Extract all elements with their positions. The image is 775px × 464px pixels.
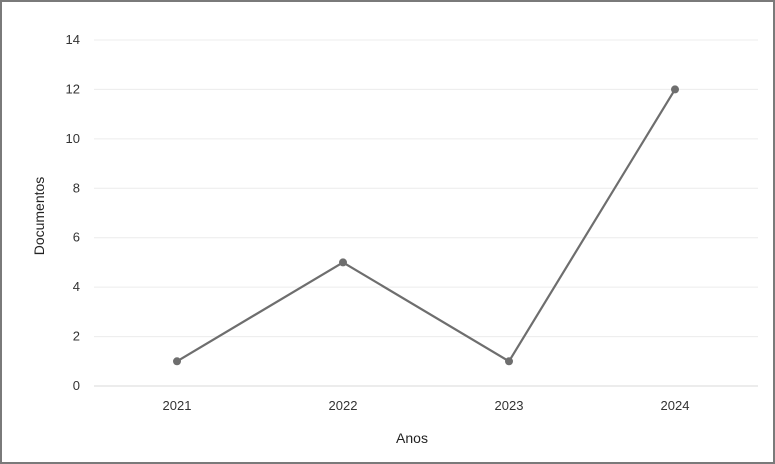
y-axis-ticks: 0 2 4 6 8 10 12 14 — [66, 32, 80, 393]
data-point — [505, 357, 513, 366]
y-tick-label: 2 — [73, 329, 80, 344]
y-axis-title: Documentos — [31, 177, 47, 256]
y-tick-label: 12 — [66, 81, 80, 96]
x-tick-label: 2022 — [329, 398, 358, 413]
y-tick-label: 8 — [73, 180, 80, 195]
y-tick-label: 4 — [73, 279, 80, 294]
data-point — [173, 357, 181, 366]
x-tick-label: 2021 — [163, 398, 192, 413]
y-tick-label: 10 — [66, 131, 80, 146]
y-tick-label: 6 — [73, 230, 80, 245]
y-tick-label: 14 — [66, 32, 80, 47]
x-axis-ticks: 2021 2022 2023 2024 — [163, 398, 690, 413]
data-point — [339, 258, 347, 267]
series-line — [176, 88, 676, 363]
grid-lines — [94, 39, 758, 387]
x-tick-label: 2023 — [495, 398, 524, 413]
data-point — [671, 85, 679, 94]
series — [173, 85, 679, 366]
x-tick-label: 2024 — [661, 398, 690, 413]
x-axis-title: Anos — [396, 430, 428, 446]
y-tick-label: 0 — [73, 378, 80, 393]
